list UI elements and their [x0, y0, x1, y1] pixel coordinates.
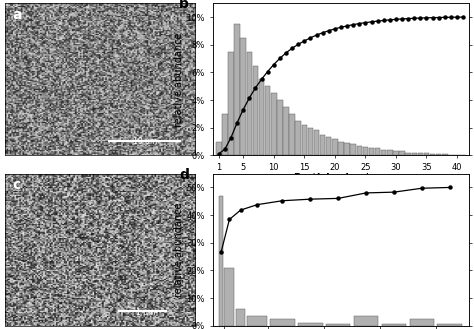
Bar	[283, 107, 289, 155]
Bar	[436, 154, 441, 155]
Text: c: c	[12, 178, 20, 192]
Bar	[418, 153, 423, 155]
Bar	[350, 144, 356, 155]
Bar	[301, 125, 307, 155]
Bar	[332, 139, 337, 155]
Bar	[265, 86, 270, 155]
Bar	[270, 319, 295, 326]
Bar	[320, 135, 325, 155]
Bar	[411, 153, 417, 155]
Bar	[222, 114, 228, 155]
Bar	[438, 324, 462, 326]
Bar	[338, 141, 344, 155]
Bar	[308, 128, 313, 155]
Bar	[405, 153, 411, 155]
X-axis label: Particle size / μm: Particle size / μm	[294, 173, 388, 183]
Bar	[219, 196, 224, 326]
Text: b: b	[179, 0, 189, 11]
Bar	[259, 79, 264, 155]
Bar	[289, 114, 295, 155]
Bar	[326, 138, 331, 155]
Y-axis label: relative abundance: relative abundance	[173, 202, 183, 297]
Bar	[387, 150, 392, 155]
Bar	[344, 143, 350, 155]
Bar	[225, 267, 234, 326]
Bar	[369, 148, 374, 155]
Bar	[216, 141, 221, 155]
Bar	[253, 65, 258, 155]
Bar	[354, 316, 378, 326]
Bar	[382, 324, 406, 326]
Bar	[298, 323, 323, 326]
Bar	[399, 151, 405, 155]
Bar	[410, 319, 434, 326]
Bar	[314, 131, 319, 155]
Bar	[271, 93, 276, 155]
Text: 1 μm: 1 μm	[136, 308, 155, 316]
Bar	[236, 309, 246, 326]
Text: d: d	[179, 167, 189, 182]
Bar	[442, 154, 447, 155]
Bar	[277, 100, 283, 155]
Bar	[375, 148, 380, 155]
Bar	[393, 151, 399, 155]
Bar	[326, 324, 350, 326]
Bar	[381, 150, 386, 155]
Text: 10 μm: 10 μm	[133, 137, 157, 146]
Bar	[424, 153, 429, 155]
Bar	[228, 52, 234, 155]
Bar	[430, 154, 435, 155]
Bar	[356, 146, 362, 155]
Bar	[295, 121, 301, 155]
Bar	[247, 316, 267, 326]
Y-axis label: relative abundance: relative abundance	[174, 32, 184, 127]
Bar	[363, 147, 368, 155]
Bar	[246, 52, 252, 155]
Text: a: a	[12, 8, 22, 22]
Bar	[240, 38, 246, 155]
Bar	[234, 24, 240, 155]
